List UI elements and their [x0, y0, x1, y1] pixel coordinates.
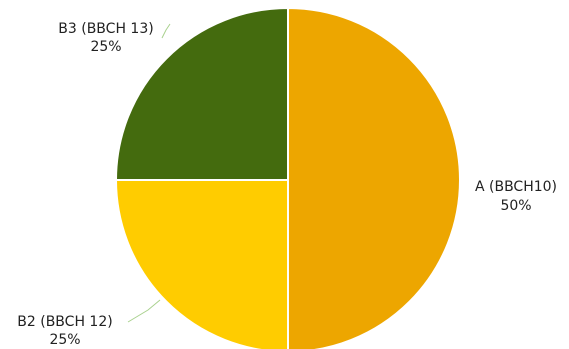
pie-slice-b2	[114, 179, 289, 349]
leader-line-b3	[161, 23, 171, 39]
pie-slices	[114, 6, 461, 349]
slice-label-b2: B2 (BBCH 12)	[17, 314, 112, 330]
pie-slice-b3	[114, 6, 289, 181]
slice-percent-b3: 25%	[90, 39, 121, 55]
leader-line-b2	[127, 299, 161, 323]
leader-lines	[127, 23, 171, 323]
pie-slice-a	[287, 6, 461, 349]
slice-percent-b2: 25%	[49, 332, 80, 348]
slice-percent-a: 50%	[500, 198, 531, 214]
slice-label-b3: B3 (BBCH 13)	[58, 21, 153, 37]
slice-label-a: A (BBCH10)	[475, 179, 557, 195]
